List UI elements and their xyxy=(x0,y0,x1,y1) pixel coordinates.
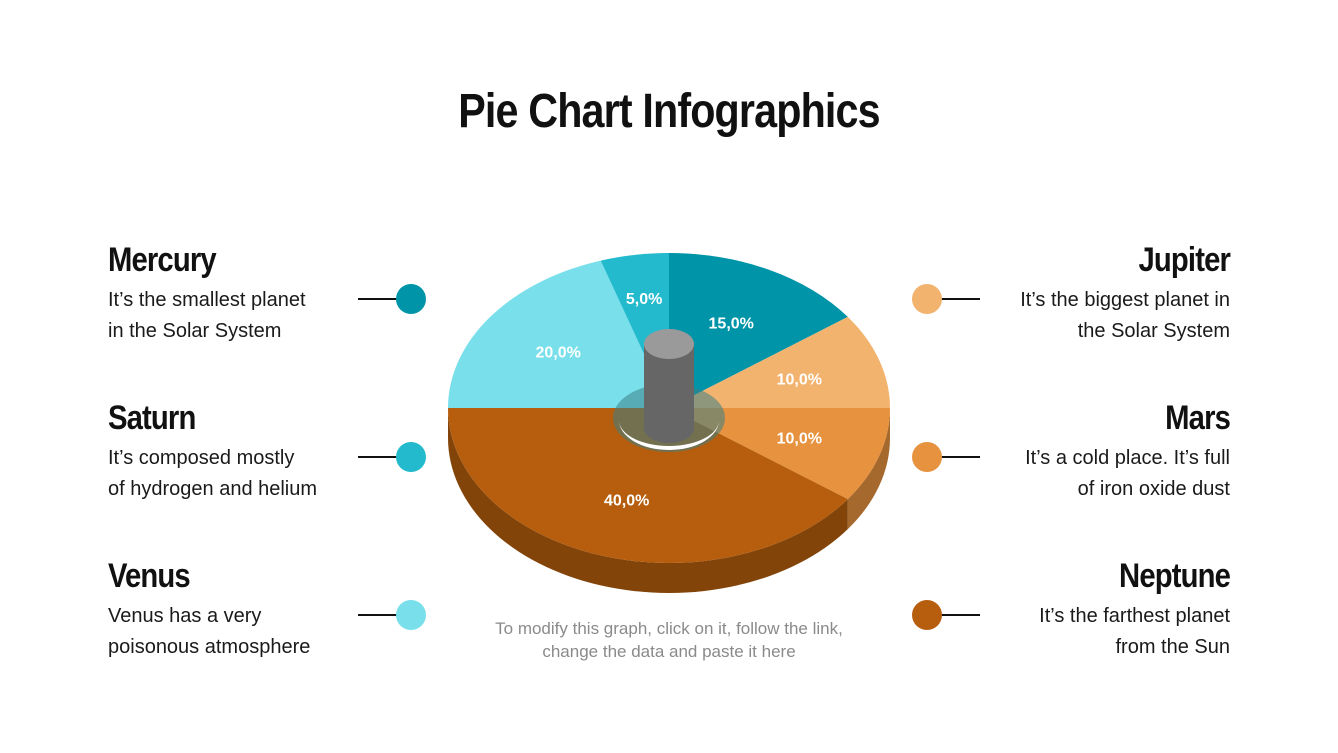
marker-mars xyxy=(912,442,980,472)
legend-entry-mercury: Mercury It’s the smallest planet in the S… xyxy=(108,240,408,347)
color-dot xyxy=(912,284,942,314)
color-dot xyxy=(396,284,426,314)
legend-entry-mars: Mars It’s a cold place. It’s full of iron… xyxy=(930,398,1231,505)
marker-saturn xyxy=(358,442,426,472)
connector-line xyxy=(358,456,398,458)
pie-slice-label: 5,0% xyxy=(626,291,662,308)
pie-slice-label: 10,0% xyxy=(777,371,822,388)
pie-slice-label: 10,0% xyxy=(777,431,822,448)
pie-labels: 15,0% 10,0% 10,0% 40,0% 20,0% 5,0% xyxy=(535,291,822,510)
pie-side-walls xyxy=(448,408,890,593)
page-title: Pie Chart Infographics xyxy=(458,85,880,138)
pie-slice xyxy=(669,253,848,408)
pie-slice xyxy=(669,316,890,408)
pie-top xyxy=(448,253,890,563)
connector-line xyxy=(940,298,980,300)
planet-description: It’s the biggest planet in the Solar Syst… xyxy=(1020,289,1230,342)
planet-name: Venus xyxy=(108,557,191,595)
planet-name: Mars xyxy=(1165,399,1231,437)
color-dot xyxy=(912,442,942,472)
legend-entry-venus: Venus Venus has a very poisonous atmosphe… xyxy=(108,556,408,663)
legend-entry-jupiter: Jupiter It’s the biggest planet in the So… xyxy=(930,240,1231,347)
pie-center-cylinder xyxy=(644,329,694,443)
planet-name: Saturn xyxy=(108,399,196,437)
marker-mercury xyxy=(358,284,426,314)
cylinder-top xyxy=(644,329,694,359)
footnote-text: To modify this graph, click on it, follo… xyxy=(495,619,843,661)
connector-line xyxy=(940,456,980,458)
marker-venus xyxy=(358,600,426,630)
pie-slice-label: 40,0% xyxy=(604,492,649,509)
planet-description: It’s the farthest planet from the Sun xyxy=(1039,605,1230,658)
planet-name: Jupiter xyxy=(1138,241,1231,279)
pie-slice xyxy=(448,260,669,408)
cylinder-body xyxy=(644,344,694,443)
color-dot xyxy=(396,442,426,472)
pie-slice-side xyxy=(847,408,890,530)
color-dot xyxy=(396,600,426,630)
legend-entry-neptune: Neptune It’s the farthest planet from the… xyxy=(930,556,1231,663)
color-dot xyxy=(912,600,942,630)
planet-name: Neptune xyxy=(1119,557,1231,595)
pie-slice-label: 20,0% xyxy=(535,345,580,362)
connector-line xyxy=(940,614,980,616)
planet-name: Mercury xyxy=(108,241,217,279)
pie-slice xyxy=(448,408,848,563)
marker-neptune xyxy=(912,600,980,630)
marker-jupiter xyxy=(912,284,980,314)
planet-description: It’s composed mostly of hydrogen and heli… xyxy=(108,447,318,500)
connector-line xyxy=(358,298,398,300)
pie-chart[interactable]: 15,0% 10,0% 10,0% 40,0% 20,0% 5,0% xyxy=(440,245,900,605)
pie-slice-side xyxy=(448,408,848,593)
pie-slice-label: 15,0% xyxy=(709,315,754,332)
connector-line xyxy=(358,614,398,616)
legend-entry-saturn: Saturn It’s composed mostly of hydrogen a… xyxy=(108,398,408,505)
planet-description: It’s a cold place. It’s full of iron oxid… xyxy=(1025,447,1230,500)
planet-description: It’s the smallest planet in the Solar Sys… xyxy=(108,289,306,342)
pie-slice xyxy=(669,408,890,500)
planet-description: Venus has a very poisonous atmosphere xyxy=(108,605,311,658)
